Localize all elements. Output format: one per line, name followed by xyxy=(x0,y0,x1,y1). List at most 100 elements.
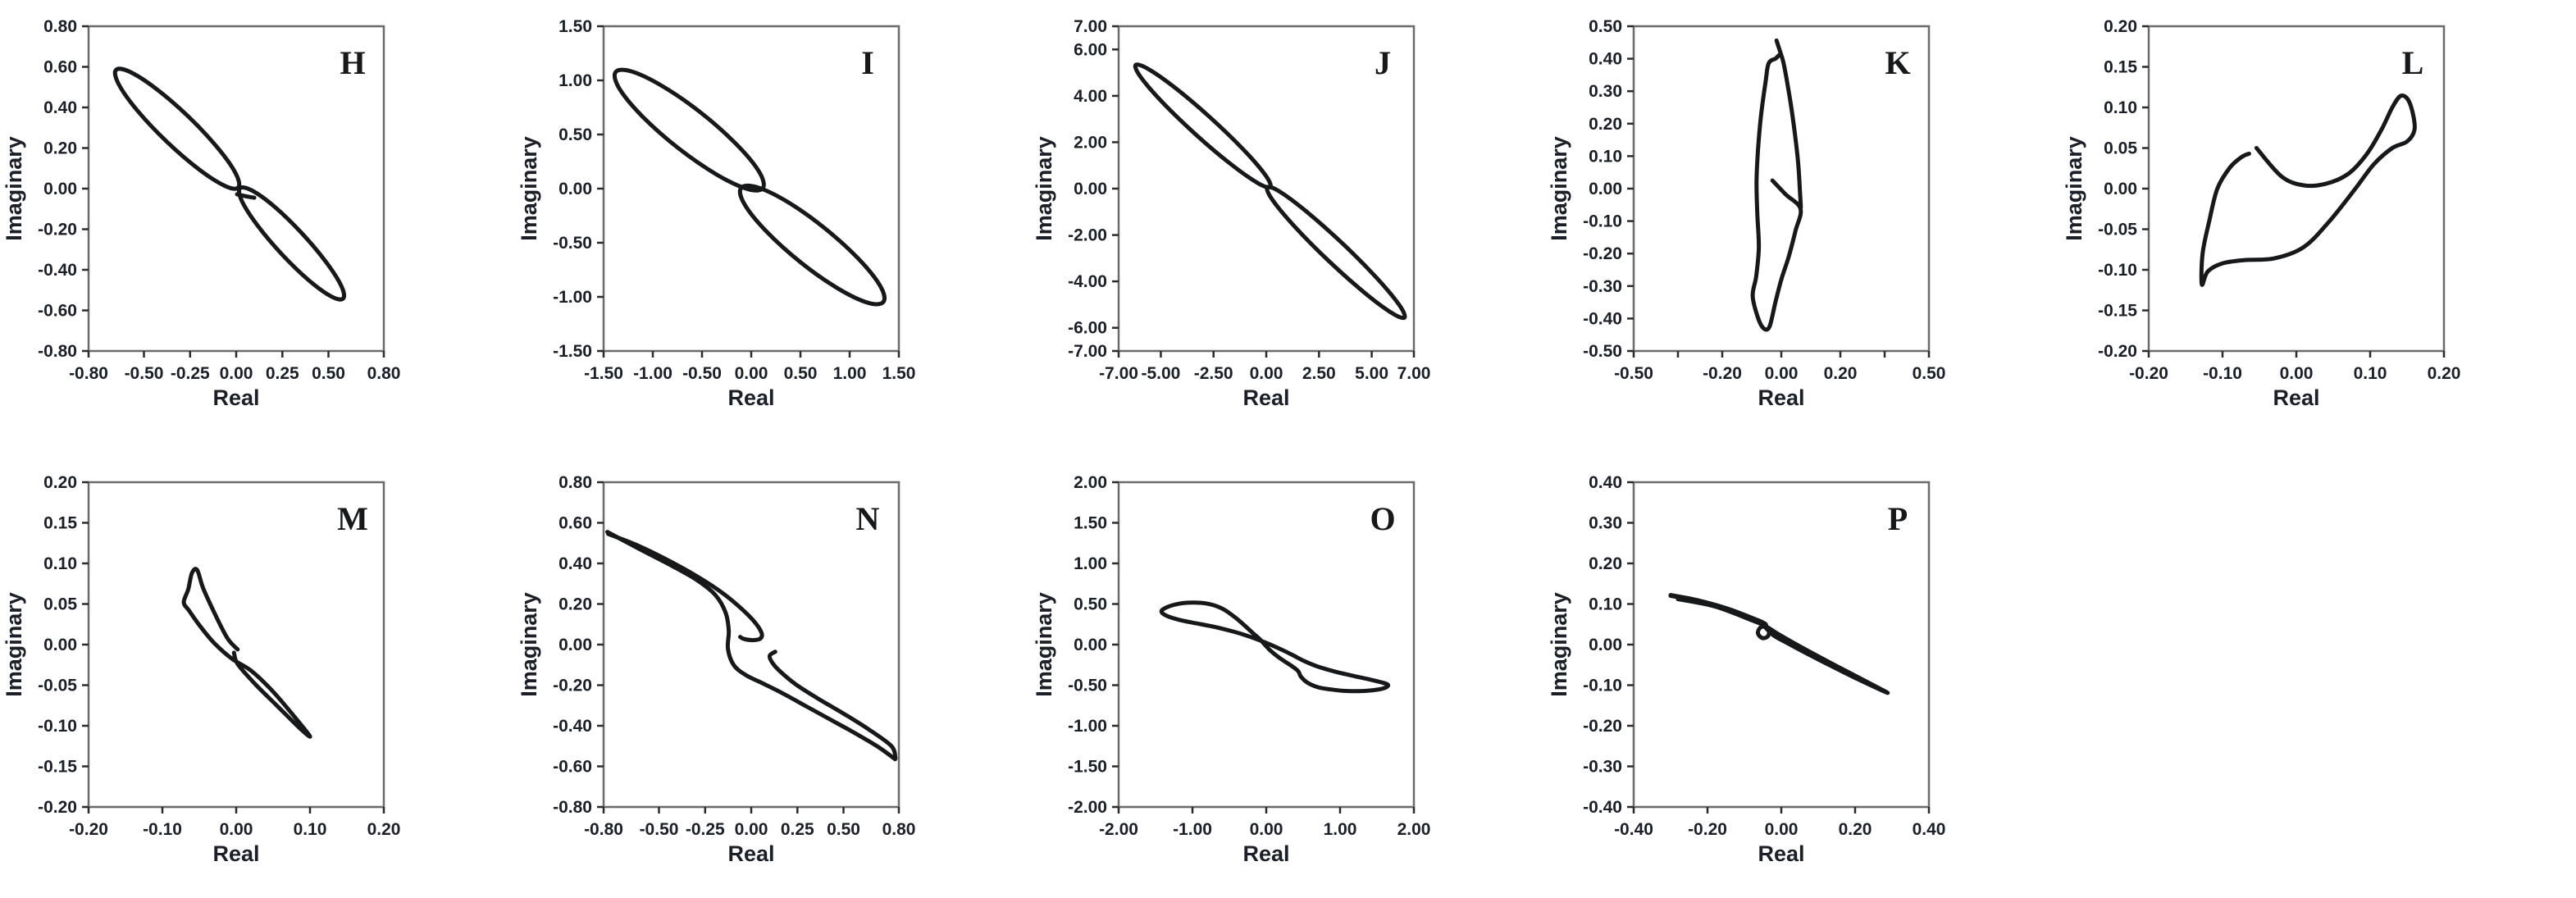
x-tick-label: 0.80 xyxy=(882,820,916,839)
chart-svg-P: 0.40 0.30 0.20 0.10 0.00 -0.10 -0.20 -0.30 -0.40… xyxy=(1547,473,1946,866)
subplot-cell-I: 1.50 1.00 0.50 0.00 -0.50 -1.00 -1.50 -1.50 -1.0… xyxy=(515,0,1030,443)
plot-letter: I xyxy=(861,44,874,81)
y-tick-label: -0.20 xyxy=(1583,244,1622,263)
x-axis-title: Real xyxy=(2273,385,2319,410)
y-tick-label: -0.40 xyxy=(553,717,592,736)
x-axis-title: Real xyxy=(1758,841,1804,866)
x-tick-label: -0.20 xyxy=(1688,820,1727,839)
x-tick-label: 0.00 xyxy=(2280,364,2314,383)
y-tick-label: 1.50 xyxy=(559,17,592,36)
x-tick-label: -0.50 xyxy=(640,820,679,839)
y-tick-label: 1.50 xyxy=(1074,514,1107,533)
y-tick-label: 0.40 xyxy=(1589,50,1622,69)
x-tick-label: 2.50 xyxy=(1302,364,1336,383)
y-axis-title: Imaginary xyxy=(2,592,26,697)
x-tick-label: 0.00 xyxy=(1765,820,1799,839)
y-tick-label: -0.20 xyxy=(38,221,77,239)
x-tick-label: 0.10 xyxy=(2354,364,2387,383)
x-tick-label: 5.00 xyxy=(1355,364,1388,383)
chart-svg-I: 1.50 1.00 0.50 0.00 -0.50 -1.00 -1.50 -1.50 -1.0… xyxy=(517,17,916,410)
x-tick-label: -2.50 xyxy=(1194,364,1233,383)
y-tick-label: 0.80 xyxy=(43,17,77,36)
x-tick-label: 0.50 xyxy=(312,364,345,383)
curve-main-loop xyxy=(1750,52,1803,332)
curve-inner-strand-hook xyxy=(606,531,764,643)
subplot-cell-M: 0.20 0.15 0.10 0.05 0.00 -0.05 -0.10 -0.15 -0.20… xyxy=(0,443,515,898)
y-tick-label: -0.10 xyxy=(1583,677,1622,695)
curve-lower-right-loop xyxy=(1265,185,1407,321)
y-axis-title: Imaginary xyxy=(1547,136,1571,241)
x-tick-label: 0.00 xyxy=(220,364,253,383)
x-tick-label: 0.40 xyxy=(1913,820,1946,839)
y-tick-label: -0.40 xyxy=(38,261,77,280)
y-axis-title: Imaginary xyxy=(517,592,541,697)
y-tick-label: -1.50 xyxy=(1068,758,1107,777)
y-tick-label: 0.50 xyxy=(1074,595,1107,614)
y-tick-label: -2.00 xyxy=(1068,226,1107,245)
x-tick-label: 0.20 xyxy=(1824,364,1858,383)
x-tick-label: 2.00 xyxy=(1397,820,1431,839)
y-tick-label: 0.05 xyxy=(2104,139,2137,158)
y-tick-label: -0.20 xyxy=(1583,717,1622,736)
x-tick-label: 0.20 xyxy=(2428,364,2461,383)
plot-letter: M xyxy=(337,500,368,537)
y-tick-label: 0.20 xyxy=(2104,17,2137,36)
x-tick-label: -0.40 xyxy=(1614,820,1653,839)
y-tick-label: 0.10 xyxy=(2104,98,2137,117)
y-tick-label: -0.40 xyxy=(1583,798,1622,817)
y-tick-label: 0.00 xyxy=(43,180,77,198)
y-tick-label: -6.00 xyxy=(1068,319,1107,338)
x-tick-label: 0.25 xyxy=(266,364,299,383)
subplot-cell-J: 7.00 6.00 4.00 2.00 0.00 -2.00 -4.00 -6.00 -7.00… xyxy=(1030,0,1545,443)
x-tick-label: -0.80 xyxy=(69,364,108,383)
x-tick-label: 0.00 xyxy=(220,820,253,839)
curve-lower-right-loop xyxy=(237,185,346,302)
plot-frame xyxy=(602,481,900,809)
y-tick-label: -0.30 xyxy=(1583,758,1622,777)
y-tick-label: -0.30 xyxy=(1583,277,1622,296)
x-tick-label: -0.10 xyxy=(143,820,182,839)
chart-svg-J: 7.00 6.00 4.00 2.00 0.00 -2.00 -4.00 -6.00 -7.00… xyxy=(1032,17,1430,410)
y-tick-label: -0.60 xyxy=(553,758,592,777)
chart-svg-N: 0.80 0.60 0.40 0.20 0.00 -0.20 -0.40 -0.60 -0.80… xyxy=(517,473,916,866)
x-tick-label: -7.00 xyxy=(1099,364,1138,383)
x-axis-title: Real xyxy=(1242,385,1289,410)
x-tick-label: -1.50 xyxy=(584,364,623,383)
y-tick-label: 0.20 xyxy=(1589,115,1622,134)
plot-letter: K xyxy=(1885,44,1910,81)
curve-lower-right-loop xyxy=(737,183,887,307)
x-axis-title: Real xyxy=(727,385,774,410)
y-tick-label: -0.50 xyxy=(1583,342,1622,361)
curve-bowtie-loop xyxy=(1159,600,1391,694)
y-tick-label: -0.80 xyxy=(553,798,592,817)
y-tick-label: -0.50 xyxy=(553,234,592,253)
x-tick-label: 0.10 xyxy=(294,820,327,839)
y-tick-label: 0.40 xyxy=(1589,473,1622,492)
subplot-cell-N: 0.80 0.60 0.40 0.20 0.00 -0.20 -0.40 -0.60 -0.80… xyxy=(515,443,1030,898)
y-tick-label: -0.20 xyxy=(553,677,592,695)
y-tick-label: 0.15 xyxy=(43,514,77,533)
x-tick-label: 1.50 xyxy=(882,364,916,383)
plot-row-top: 0.80 0.60 0.40 0.20 0.00 -0.20 -0.40 -0.60 -0.80… xyxy=(0,0,2576,443)
y-tick-label: -0.20 xyxy=(38,798,77,817)
x-axis-title: Real xyxy=(727,841,774,866)
x-tick-label: 0.00 xyxy=(735,364,768,383)
x-tick-label: -0.20 xyxy=(2129,364,2168,383)
x-tick-label: -0.80 xyxy=(584,820,623,839)
y-tick-label: 1.00 xyxy=(559,71,592,90)
y-tick-label: 0.50 xyxy=(559,125,592,144)
curve-outer-s-curve xyxy=(605,530,897,762)
y-tick-label: 0.20 xyxy=(1589,554,1622,573)
y-tick-label: -4.00 xyxy=(1068,272,1107,291)
chart-svg-K: 0.50 0.40 0.30 0.20 0.10 0.00 -0.10 -0.20 -0.30 -… xyxy=(1547,17,1945,410)
plot-letter: O xyxy=(1370,500,1395,537)
plot-row-bottom: 0.20 0.15 0.10 0.05 0.00 -0.05 -0.10 -0.15 -0.20… xyxy=(0,443,2576,898)
y-tick-label: 0.30 xyxy=(1589,82,1622,101)
curve-middle-strand xyxy=(1676,597,1767,628)
chart-svg-L: 0.20 0.15 0.10 0.05 0.00 -0.05 -0.10 -0.15 -0.20… xyxy=(2062,17,2461,410)
y-tick-label: -2.00 xyxy=(1068,798,1107,817)
y-tick-label: 2.00 xyxy=(1074,473,1107,492)
y-tick-label: -0.40 xyxy=(1583,309,1622,328)
y-tick-label: 4.00 xyxy=(1074,87,1107,106)
y-tick-label: -0.20 xyxy=(2098,342,2137,361)
